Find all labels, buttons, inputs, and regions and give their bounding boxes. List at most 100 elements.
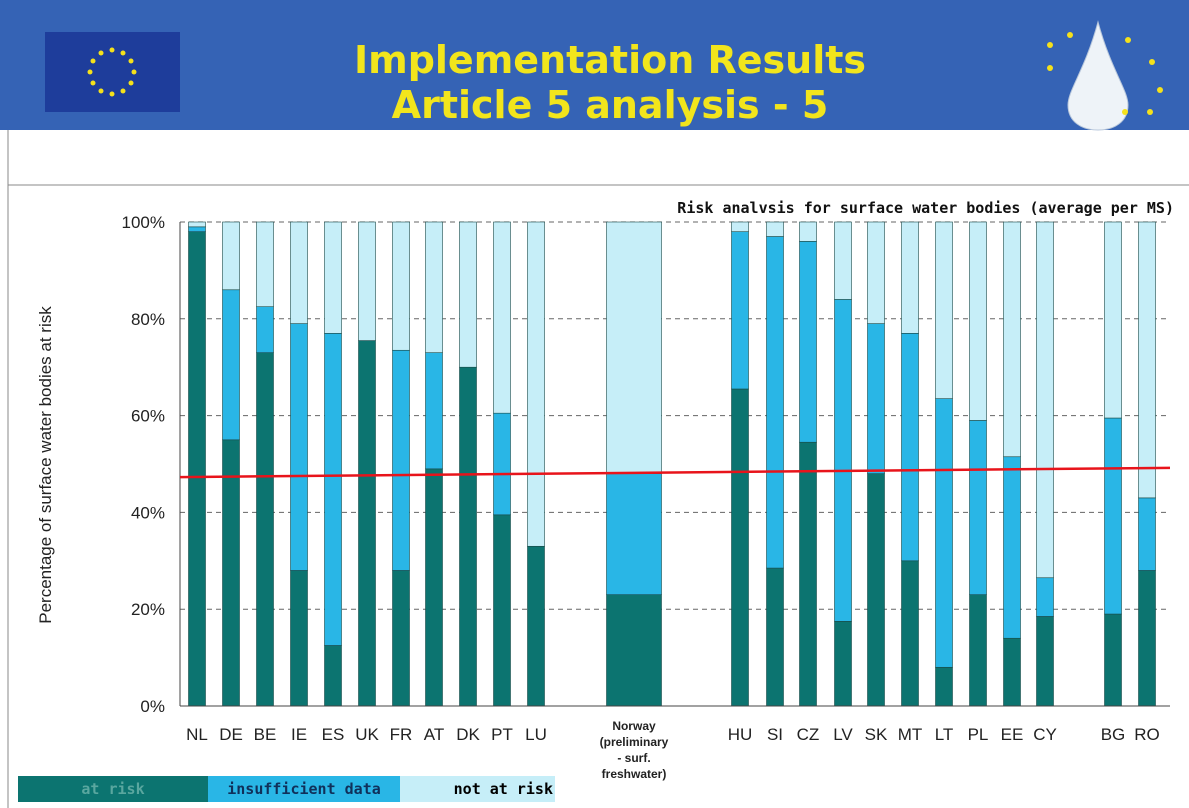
bar-segment xyxy=(970,595,987,706)
bar-segment xyxy=(936,399,953,668)
bar-segment xyxy=(1105,222,1122,418)
bar-segment xyxy=(800,241,817,442)
y-tick-label: 60% xyxy=(131,407,165,426)
bar-segment xyxy=(223,290,240,440)
bar-segment xyxy=(494,413,511,515)
x-tick-label: RO xyxy=(1134,725,1160,744)
y-tick-label: 40% xyxy=(131,503,165,522)
x-tick-label: DE xyxy=(219,725,243,744)
bar-segment xyxy=(1004,222,1021,457)
bar-segment xyxy=(800,442,817,706)
x-tick-label: EE xyxy=(1001,725,1024,744)
bar-segment xyxy=(902,222,919,333)
bar-segment xyxy=(528,546,545,706)
bar-segment xyxy=(359,341,376,706)
bar-segment xyxy=(189,232,206,706)
bar-segment xyxy=(460,222,477,367)
bar-segment xyxy=(936,667,953,706)
bar-segment xyxy=(868,222,885,324)
x-tick-label: FR xyxy=(390,725,413,744)
bar-segment xyxy=(970,222,987,420)
x-tick-label: LU xyxy=(525,725,547,744)
bar-segment xyxy=(1037,616,1054,706)
norway-label: Norway (preliminary - surf. freshwater) xyxy=(596,718,672,782)
bar-segment xyxy=(223,440,240,706)
bar-segment xyxy=(460,367,477,706)
bar-segment xyxy=(732,222,749,232)
x-tick-label: IE xyxy=(291,725,307,744)
bar-segment xyxy=(835,621,852,706)
slide-title: Implementation Results xyxy=(354,38,866,82)
bar-segment xyxy=(607,222,662,474)
x-tick-label: SI xyxy=(767,725,783,744)
y-tick-label: 100% xyxy=(122,213,165,232)
bar-segment xyxy=(257,307,274,353)
x-tick-label: DK xyxy=(456,725,480,744)
bar-segment xyxy=(936,222,953,399)
bar-segment xyxy=(257,222,274,307)
x-tick-label: PT xyxy=(491,725,513,744)
bar-segment xyxy=(325,333,342,645)
bar-segment xyxy=(494,515,511,706)
x-tick-label: LT xyxy=(935,725,954,744)
x-tick-label: PL xyxy=(968,725,989,744)
bar-segment xyxy=(1004,638,1021,706)
bar-segment xyxy=(528,222,545,546)
bar-segment xyxy=(291,324,308,571)
bar-segment xyxy=(868,474,885,706)
bar-segment xyxy=(1139,498,1156,571)
bar-segment xyxy=(291,570,308,706)
x-tick-label: CZ xyxy=(797,725,820,744)
bar-segment xyxy=(1139,570,1156,706)
y-tick-label: 0% xyxy=(140,697,165,716)
eu-flag xyxy=(45,32,180,112)
x-tick-label: MT xyxy=(898,725,923,744)
bar-segment xyxy=(1004,457,1021,639)
legend-at-risk: at risk xyxy=(18,776,208,802)
bar-segment xyxy=(1037,578,1054,617)
bar-segment xyxy=(607,474,662,595)
slide: Implementation Results Article 5 analysi… xyxy=(0,0,1189,808)
y-axis-label: Percentage of surface water bodies at ri… xyxy=(36,306,55,624)
x-tick-label: LV xyxy=(833,725,853,744)
bar-segment xyxy=(902,561,919,706)
x-tick-label: AT xyxy=(424,725,444,744)
bar-segment xyxy=(426,222,443,353)
bar-segment xyxy=(393,350,410,570)
bar-segment xyxy=(426,469,443,706)
bar-segment xyxy=(325,222,342,333)
legend-not-at-risk: not at risk xyxy=(400,776,555,802)
bar-segment xyxy=(767,222,784,237)
y-tick-label: 20% xyxy=(131,600,165,619)
bar-segment xyxy=(1105,614,1122,706)
bar-segment xyxy=(393,570,410,706)
chart-title: Risk analvsis for surface water bodies (… xyxy=(677,199,1174,217)
bar-segment xyxy=(1139,222,1156,498)
slide-subtitle: Article 5 analysis - 5 xyxy=(392,83,829,127)
x-tick-label: BG xyxy=(1101,725,1126,744)
bar-segment xyxy=(189,222,206,227)
bar-segment xyxy=(607,595,662,706)
legend-insufficient: insufficient data xyxy=(208,776,400,802)
bar-segment xyxy=(902,333,919,560)
bar-segment xyxy=(767,568,784,706)
y-tick-label: 80% xyxy=(131,310,165,329)
bar-segment xyxy=(257,353,274,706)
x-tick-label: HU xyxy=(728,725,753,744)
bar-segment xyxy=(970,420,987,594)
x-tick-label: CY xyxy=(1033,725,1057,744)
bar-segment xyxy=(291,222,308,324)
bar-segment xyxy=(494,222,511,413)
x-tick-label: SK xyxy=(865,725,888,744)
bar-segment xyxy=(732,232,749,389)
bar-segment xyxy=(835,222,852,299)
bar-segment xyxy=(325,646,342,707)
bar-segment xyxy=(359,222,376,341)
page: Implementation Results Article 5 analysi… xyxy=(0,0,1189,808)
bar-segment xyxy=(835,299,852,621)
bar-segment xyxy=(800,222,817,241)
bar-segment xyxy=(223,222,240,290)
x-tick-label: BE xyxy=(254,725,277,744)
bar-segment xyxy=(1037,222,1054,578)
bar-segment xyxy=(393,222,410,350)
